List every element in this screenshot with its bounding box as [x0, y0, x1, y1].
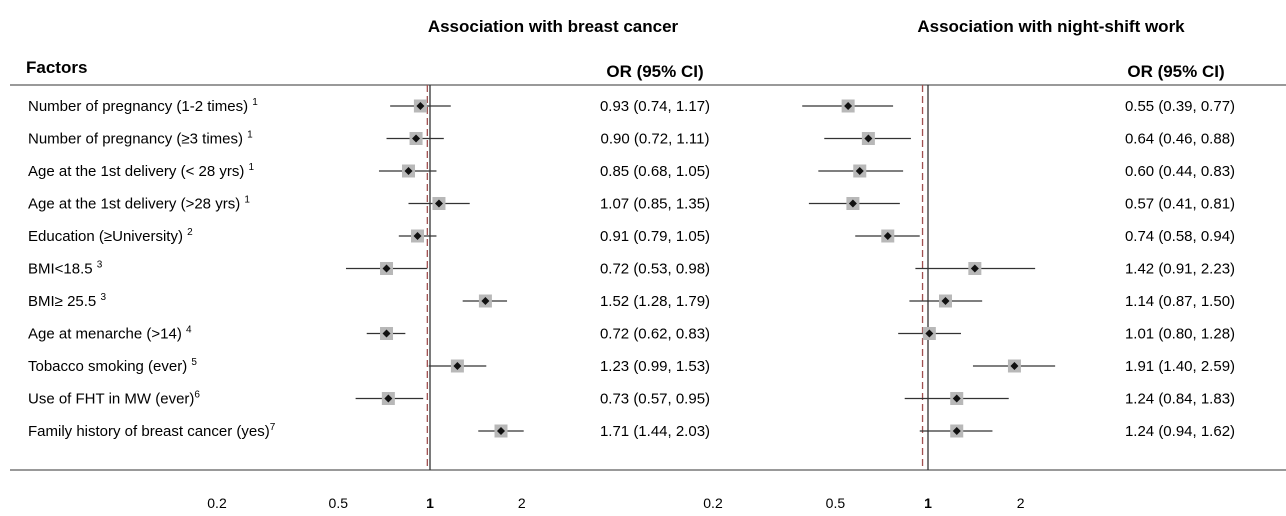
factor-label: BMI<18.5 3: [28, 260, 103, 278]
factor-rows: Number of pregnancy (1-2 times) 1 Number …: [28, 97, 276, 440]
x-tick-label: 2: [518, 495, 526, 511]
or-ci-value: 0.55 (0.39, 0.77): [1125, 98, 1235, 115]
or-point-marker: [952, 394, 961, 403]
factor-label: Age at the 1st delivery (>28 yrs) 1: [28, 195, 250, 213]
or-ci-value: 1.07 (0.85, 1.35): [600, 196, 710, 213]
or-point-marker: [855, 167, 864, 175]
or-point-marker: [382, 329, 391, 338]
or-point-marker: [416, 102, 425, 110]
or-ci-value: 1.01 (0.80, 1.28): [1125, 326, 1235, 343]
title-night-shift: Association with night-shift work: [917, 17, 1185, 36]
or-ci-value: 1.71 (1.44, 2.03): [600, 423, 710, 440]
or-point-marker: [481, 297, 490, 305]
factor-footnote: 1: [252, 97, 258, 108]
or-point-marker: [883, 232, 892, 240]
or-point-marker: [970, 264, 979, 273]
or-ci-value: 0.72 (0.62, 0.83): [600, 326, 710, 343]
or-point-marker: [941, 297, 950, 305]
factor-footnote: 6: [194, 390, 200, 401]
or-ci-value: 1.24 (0.94, 1.62): [1125, 423, 1235, 440]
x-tick-label: 2: [1017, 495, 1025, 511]
or-point-marker: [844, 102, 853, 110]
or-point-marker: [864, 134, 873, 143]
panel-night-shift: 0.55 (0.39, 0.77) 0.64 (0.46, 0.88) 0.60 (…: [703, 85, 1235, 511]
factors-header: Factors: [26, 58, 87, 77]
factor-label: Family history of breast cancer (yes)7: [28, 422, 276, 440]
or-ci-value: 0.74 (0.58, 0.94): [1125, 228, 1235, 245]
or-header-breast-cancer: OR (95% CI): [606, 62, 703, 81]
or-ci-value: 1.14 (0.87, 1.50): [1125, 293, 1235, 310]
factor-footnote: 3: [100, 292, 106, 303]
or-point-marker: [382, 264, 391, 273]
or-point-marker: [925, 329, 934, 338]
x-tick-label: 0.5: [826, 495, 846, 511]
x-tick-label: 0.2: [703, 495, 723, 511]
factor-footnote: 5: [191, 357, 197, 368]
or-point-marker: [434, 199, 443, 208]
factor-label: Number of pregnancy (≥3 times) 1: [28, 130, 253, 148]
factor-footnote: 1: [244, 195, 250, 206]
factor-footnote: 7: [270, 422, 276, 433]
x-tick-label: 1: [426, 495, 434, 511]
or-point-marker: [848, 199, 857, 208]
factor-label: Age at the 1st delivery (< 28 yrs) 1: [28, 162, 255, 180]
or-ci-value: 0.90 (0.72, 1.11): [601, 131, 710, 148]
x-tick-label: 0.2: [207, 495, 227, 511]
or-ci-value: 0.64 (0.46, 0.88): [1125, 131, 1235, 148]
or-ci-value: 0.60 (0.44, 0.83): [1125, 163, 1235, 180]
factor-label: Age at menarche (>14) 4: [28, 325, 192, 343]
or-ci-value: 0.57 (0.41, 0.81): [1125, 196, 1235, 213]
or-header-night-shift: OR (95% CI): [1127, 62, 1224, 81]
factor-footnote: 1: [247, 130, 253, 141]
or-point-marker: [412, 134, 421, 143]
title-breast-cancer: Association with breast cancer: [428, 17, 679, 36]
or-point-marker: [1010, 362, 1019, 370]
or-ci-value: 1.42 (0.91, 2.23): [1125, 261, 1235, 278]
or-ci-value: 0.93 (0.74, 1.17): [600, 98, 710, 115]
or-point-marker: [404, 167, 413, 175]
factor-label: Tobacco smoking (ever) 5: [28, 357, 197, 375]
or-point-marker: [497, 427, 506, 435]
factor-footnote: 1: [249, 162, 255, 173]
factor-label: BMI≥ 25.5 3: [28, 292, 106, 310]
or-point-marker: [413, 232, 422, 240]
or-point-marker: [453, 362, 462, 370]
factor-footnote: 3: [97, 260, 103, 271]
or-ci-value: 1.23 (0.99, 1.53): [600, 358, 710, 375]
factor-label: Education (≥University) 2: [28, 227, 193, 245]
or-ci-value: 1.52 (1.28, 1.79): [600, 293, 710, 310]
or-ci-value: 1.91 (1.40, 2.59): [1125, 358, 1235, 375]
factor-label: Use of FHT in MW (ever)6: [28, 390, 200, 408]
panel-breast-cancer: 0.93 (0.74, 1.17) 0.90 (0.72, 1.11) 0.85 (…: [207, 85, 710, 511]
or-ci-value: 1.24 (0.84, 1.83): [1125, 391, 1235, 408]
x-tick-label: 0.5: [329, 495, 349, 511]
or-point-marker: [384, 394, 393, 403]
factor-footnote: 2: [187, 227, 193, 238]
factor-footnote: 4: [186, 325, 192, 336]
or-ci-value: 0.91 (0.79, 1.05): [600, 228, 710, 245]
or-point-marker: [952, 427, 961, 435]
or-ci-value: 0.85 (0.68, 1.05): [600, 163, 710, 180]
or-ci-value: 0.73 (0.57, 0.95): [600, 391, 710, 408]
x-tick-label: 1: [924, 495, 932, 511]
factor-label: Number of pregnancy (1-2 times) 1: [28, 97, 258, 115]
or-ci-value: 0.72 (0.53, 0.98): [600, 261, 710, 278]
